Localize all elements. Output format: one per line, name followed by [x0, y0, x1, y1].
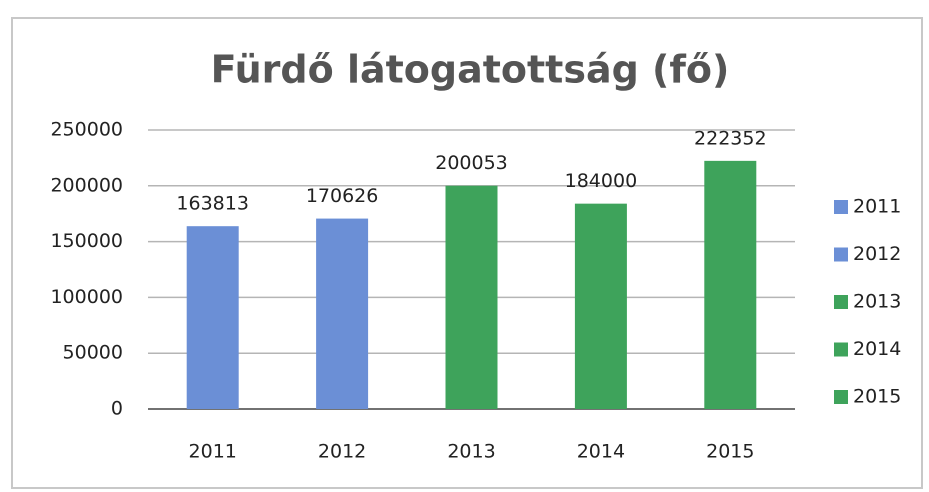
legend-label: 2011: [853, 196, 901, 218]
data-label: 200053: [435, 152, 508, 174]
data-label: 222352: [694, 127, 767, 149]
bar: [445, 185, 498, 409]
y-tick-label: 150000: [50, 230, 123, 252]
bar: [316, 218, 369, 409]
legend-swatch: [834, 247, 848, 262]
chart-title: Fürdő látogatottság (fő): [211, 48, 730, 92]
data-label: 163813: [176, 193, 249, 215]
x-tick-label: 2014: [577, 441, 625, 463]
legend-label: 2014: [853, 338, 901, 360]
legend-label: 2015: [853, 386, 901, 408]
x-tick-label: 2013: [447, 441, 495, 463]
bar: [574, 203, 627, 409]
bar: [704, 160, 757, 409]
legend-swatch: [834, 295, 848, 309]
y-tick-label: 250000: [50, 119, 123, 141]
y-tick-label: 100000: [50, 286, 123, 308]
x-tick-label: 2015: [706, 441, 754, 463]
legend-swatch: [834, 342, 848, 357]
y-tick-label: 200000: [50, 174, 123, 196]
legend-label: 2012: [853, 243, 901, 265]
bar: [186, 226, 239, 409]
y-tick-label: 50000: [63, 342, 123, 364]
legend-label: 2013: [853, 291, 901, 313]
data-label: 170626: [306, 185, 379, 207]
y-tick-label: 0: [111, 398, 123, 420]
x-tick-label: 2011: [189, 441, 237, 463]
legend-swatch: [834, 390, 848, 404]
data-label: 184000: [565, 170, 638, 192]
legend-swatch: [834, 200, 848, 214]
x-tick-label: 2012: [318, 441, 366, 463]
